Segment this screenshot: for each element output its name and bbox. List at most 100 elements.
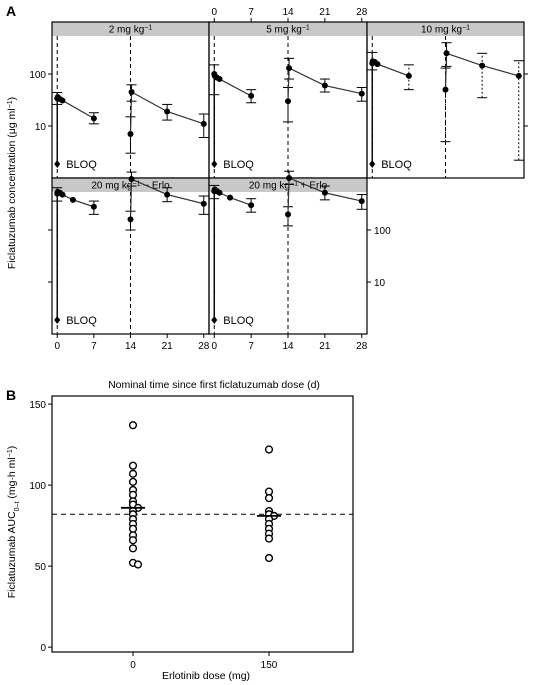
x-tick-label: 150 bbox=[261, 660, 278, 671]
facet-title: 20 mg kg−1 + Erlo bbox=[249, 180, 328, 192]
facet-title-main: 10 mg kg bbox=[421, 25, 462, 36]
panel-b-frame bbox=[51, 395, 354, 653]
concentration-point bbox=[442, 86, 449, 93]
facet-strip bbox=[209, 178, 367, 192]
bloq-label: BLOQ bbox=[223, 315, 254, 327]
concentration-point bbox=[69, 196, 76, 203]
facet-title-sup: −1 bbox=[290, 180, 298, 187]
panel-a-letter: A bbox=[6, 3, 16, 19]
x-tick-label: 14 bbox=[282, 7, 294, 18]
concentration-point bbox=[200, 200, 207, 207]
concentration-point bbox=[164, 108, 171, 115]
concentration-point bbox=[285, 98, 291, 105]
bloq-point bbox=[369, 160, 376, 168]
auc-point bbox=[264, 534, 274, 543]
panel-b-y-axis-label: Ficlatuzumab AUC0–t (mg·h ml−1) bbox=[6, 446, 21, 599]
x-tick-label: 14 bbox=[125, 341, 137, 352]
facet-title-sup: −1 bbox=[462, 24, 470, 31]
concentration-point bbox=[216, 189, 223, 196]
facet-2: 5 mg kg−1 BLOQ bbox=[208, 21, 368, 179]
concentration-point bbox=[128, 89, 135, 96]
y-tick-label: 100 bbox=[374, 226, 391, 237]
y-tick-label: 10 bbox=[35, 122, 47, 133]
facet-5: 20 mg kg−1 + Erlo BLOQ bbox=[208, 170, 368, 335]
facet-title-main: 2 mg kg bbox=[109, 25, 145, 36]
y-tick-label: 0 bbox=[40, 643, 46, 654]
panel-a-y-axis-label: Ficlatuzumab concentration (μg ml−1) bbox=[6, 97, 18, 269]
y-tick-label: 10 bbox=[374, 278, 386, 289]
bloq-point bbox=[211, 316, 218, 324]
auc-point bbox=[128, 544, 138, 553]
bloq-point bbox=[211, 160, 218, 168]
facet-1: 2 mg kg−1 BLOQ bbox=[51, 21, 210, 179]
concentration-point bbox=[127, 131, 134, 138]
auc-point bbox=[264, 487, 274, 496]
y-tick-label: 150 bbox=[29, 400, 46, 411]
concentration-point bbox=[227, 194, 234, 201]
concentration-point bbox=[248, 92, 255, 99]
concentration-point bbox=[127, 216, 134, 223]
y-tick-label: 100 bbox=[29, 481, 46, 492]
concentration-point bbox=[90, 203, 97, 210]
facet-title-sup: −1 bbox=[144, 24, 152, 31]
concentration-point bbox=[59, 191, 66, 198]
facet-strip bbox=[52, 178, 209, 192]
auc-point bbox=[128, 469, 138, 478]
concentration-line bbox=[129, 178, 204, 220]
concentration-point bbox=[216, 76, 223, 83]
x-tick-label: 7 bbox=[91, 341, 97, 352]
facet-title-suffix: + Erlo bbox=[298, 181, 328, 192]
concentration-point bbox=[90, 115, 97, 122]
auc-point bbox=[128, 536, 138, 545]
x-tick-label: 0 bbox=[130, 660, 136, 671]
concentration-point bbox=[321, 82, 328, 89]
concentration-line bbox=[129, 91, 204, 135]
x-tick-label: 7 bbox=[248, 7, 254, 18]
facet-title: 2 mg kg−1 bbox=[109, 24, 153, 36]
facet-title: 5 mg kg−1 bbox=[266, 24, 310, 36]
y-tick-label: 50 bbox=[35, 562, 47, 573]
concentration-point bbox=[443, 50, 450, 57]
facet-strip bbox=[52, 22, 209, 36]
x-tick-label: 0 bbox=[211, 341, 217, 352]
facet-title-sup: −1 bbox=[132, 180, 140, 187]
bloq-label: BLOQ bbox=[66, 315, 97, 327]
x-tick-label: 0 bbox=[211, 7, 217, 18]
facet-title-main: 5 mg kg bbox=[266, 25, 302, 36]
x-tick-label: 21 bbox=[319, 7, 331, 18]
x-tick-label: 7 bbox=[248, 341, 254, 352]
facet-3: 10 mg kg−1 BLOQ bbox=[366, 21, 525, 179]
x-tick-label: 21 bbox=[319, 341, 331, 352]
bloq-label: BLOQ bbox=[381, 159, 412, 171]
concentration-line bbox=[287, 177, 362, 215]
concentration-point bbox=[59, 97, 66, 104]
facet-strip bbox=[209, 22, 367, 36]
x-tick-label: 0 bbox=[54, 341, 60, 352]
x-tick-label: 28 bbox=[198, 341, 210, 352]
concentration-point bbox=[248, 202, 255, 209]
concentration-point bbox=[515, 72, 522, 79]
concentration-point bbox=[405, 72, 412, 79]
facet-title-main: 20 mg kg bbox=[91, 181, 132, 192]
concentration-point bbox=[321, 189, 328, 196]
concentration-point bbox=[286, 65, 293, 72]
x-tick-label: 14 bbox=[282, 341, 294, 352]
facet-title: 20 mg kg−1 − Erlo bbox=[91, 180, 170, 192]
concentration-point bbox=[358, 90, 365, 97]
auc-point bbox=[264, 493, 274, 503]
y-tick-label: 100 bbox=[29, 70, 46, 81]
panel-b-letter: B bbox=[6, 387, 16, 403]
x-tick-label: 28 bbox=[356, 341, 368, 352]
x-tick-label: 21 bbox=[162, 341, 174, 352]
auc-point bbox=[264, 553, 274, 563]
facet-title-main: 20 mg kg bbox=[249, 181, 290, 192]
bloq-point bbox=[54, 316, 61, 324]
auc-point bbox=[133, 560, 143, 569]
concentration-point bbox=[128, 176, 135, 183]
bloq-label: BLOQ bbox=[223, 159, 254, 171]
auc-point bbox=[128, 524, 138, 533]
panel-b-auc: 0 150 0 50 100 150 bbox=[29, 395, 354, 671]
concentration-line bbox=[444, 52, 519, 90]
concentration-point bbox=[479, 62, 486, 69]
concentration-point bbox=[200, 120, 207, 127]
